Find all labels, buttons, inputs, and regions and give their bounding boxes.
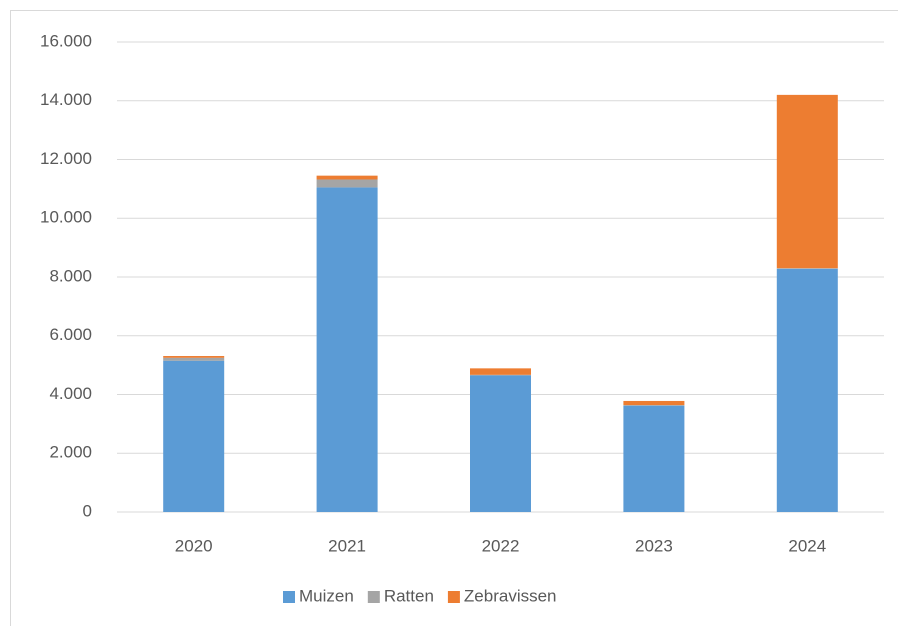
legend-swatch bbox=[283, 591, 295, 603]
bar-segment bbox=[470, 375, 531, 512]
legend-label: Zebravissen bbox=[464, 586, 557, 605]
bar-segment bbox=[623, 405, 685, 512]
y-tick-label: 6.000 bbox=[49, 325, 92, 344]
bar-segment bbox=[163, 357, 225, 361]
y-tick-label: 16.000 bbox=[40, 31, 92, 50]
legend-swatch bbox=[447, 591, 460, 603]
bar-segment bbox=[776, 94, 838, 269]
bar-segment bbox=[316, 187, 378, 512]
legend-label: Muizen bbox=[299, 586, 354, 605]
y-tick-label: 12.000 bbox=[40, 149, 92, 168]
x-tick-label: 2020 bbox=[175, 536, 213, 555]
y-tick-label: 14.000 bbox=[40, 90, 92, 109]
chart-border bbox=[10, 10, 898, 626]
x-tick-label: 2024 bbox=[788, 536, 826, 555]
x-tick-label: 2023 bbox=[635, 536, 673, 555]
bar-segment bbox=[163, 356, 225, 358]
bar-segment bbox=[470, 374, 531, 376]
bar-segment bbox=[623, 405, 685, 406]
bar-segment bbox=[776, 268, 838, 512]
y-tick-label: 4.000 bbox=[49, 384, 92, 403]
y-tick-label: 8.000 bbox=[49, 266, 92, 285]
bar-segment bbox=[623, 400, 685, 406]
bar-segment bbox=[470, 368, 531, 375]
x-tick-label: 2022 bbox=[482, 536, 520, 555]
x-tick-label: 2021 bbox=[328, 536, 366, 555]
legend-label: Ratten bbox=[384, 586, 434, 605]
bar-segment bbox=[316, 179, 378, 188]
bar-segment bbox=[776, 268, 838, 269]
y-tick-label: 2.000 bbox=[49, 443, 92, 462]
bar-segment bbox=[163, 360, 225, 512]
y-tick-label: 0 bbox=[83, 501, 92, 520]
legend-swatch bbox=[367, 591, 380, 603]
bar-segment bbox=[316, 175, 378, 180]
y-tick-label: 10.000 bbox=[40, 208, 92, 227]
